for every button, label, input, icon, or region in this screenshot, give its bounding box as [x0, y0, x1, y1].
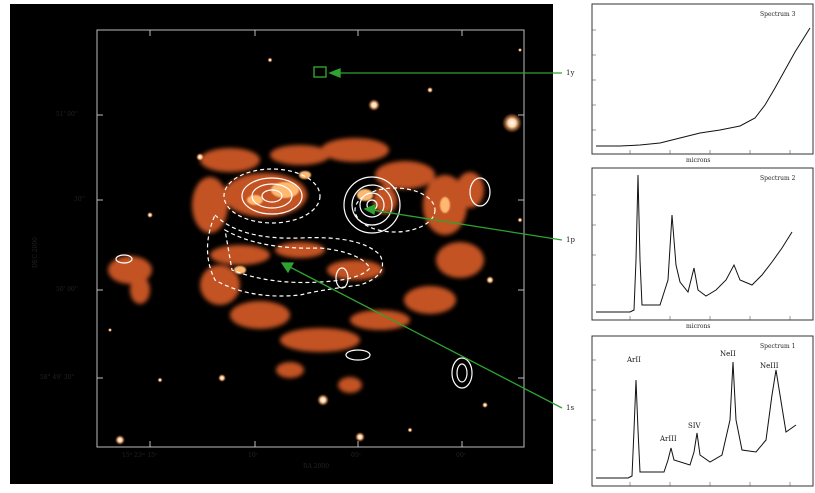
line-label-ariii: ArIII	[659, 435, 677, 443]
spectrum-3-panel: Spectrum 3 microns	[591, 3, 814, 164]
spectrum-1-panel: Spectrum 1 ArII ArIII SIV NeII NeIII	[591, 335, 814, 487]
ra-tick-3: 00ˢ	[456, 452, 466, 459]
dec-tick-3: 58° 49' 30''	[40, 374, 75, 381]
dec-tick-0: 51' 00''	[56, 111, 79, 118]
frame-ticks	[97, 30, 524, 447]
ra-axis-label: RA 2000	[303, 463, 330, 470]
contours	[115, 168, 491, 389]
spectrum-2-panel: Spectrum 2 microns	[591, 167, 814, 330]
line-label-neii: NeII	[720, 350, 736, 358]
ra-tick-2: 05ˢ	[351, 452, 361, 459]
pointer-arrows	[280, 68, 563, 409]
dec-tick-2: 50' 00''	[56, 286, 79, 293]
pointer-label-1s: 1s	[566, 404, 575, 412]
ra-tick-1: 10ˢ	[248, 452, 258, 459]
spectrum-1-title: Spectrum 1	[760, 343, 795, 350]
line-label-siv: SIV	[688, 422, 702, 430]
line-label-arii: ArII	[626, 356, 641, 364]
ra-tick-0: 15ʰ 23ᵐ 15ˢ	[122, 452, 158, 459]
spectrum-2-xlabel: microns	[686, 323, 710, 330]
pointer-label-1y: 1y	[566, 69, 575, 77]
spectrum-1-curve	[596, 361, 797, 479]
line-label-neiii: NeIII	[760, 362, 779, 370]
spectrum-2-curve	[596, 174, 793, 313]
region-marker	[313, 66, 327, 78]
pointer-label-1p: 1p	[566, 236, 575, 244]
field-stars	[108, 48, 523, 445]
dec-tick-1: 30''	[74, 196, 85, 203]
image-frame	[96, 29, 525, 448]
spectrum-3-title: Spectrum 3	[760, 11, 796, 18]
spectrum-2-title: Spectrum 2	[760, 175, 796, 182]
spectrum-3-xlabel: microns	[686, 157, 710, 164]
spectrum-3-curve	[596, 27, 811, 147]
